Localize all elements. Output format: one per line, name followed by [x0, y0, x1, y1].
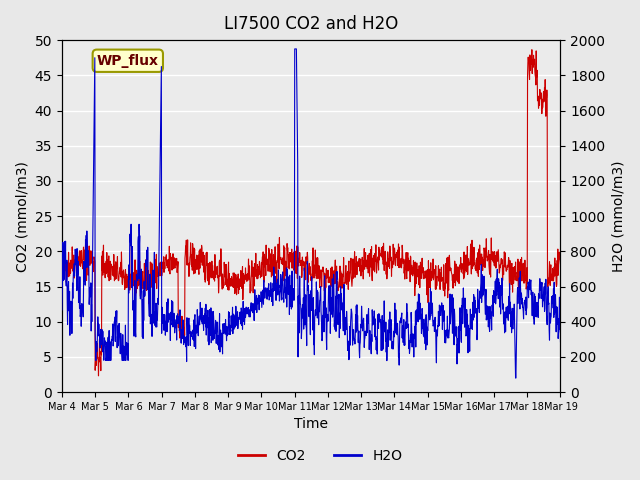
Y-axis label: CO2 (mmol/m3): CO2 (mmol/m3) — [15, 161, 29, 272]
X-axis label: Time: Time — [294, 418, 328, 432]
Legend: CO2, H2O: CO2, H2O — [232, 443, 408, 468]
Title: LI7500 CO2 and H2O: LI7500 CO2 and H2O — [224, 15, 398, 33]
Y-axis label: H2O (mmol/m3): H2O (mmol/m3) — [611, 160, 625, 272]
Text: WP_flux: WP_flux — [97, 54, 159, 68]
